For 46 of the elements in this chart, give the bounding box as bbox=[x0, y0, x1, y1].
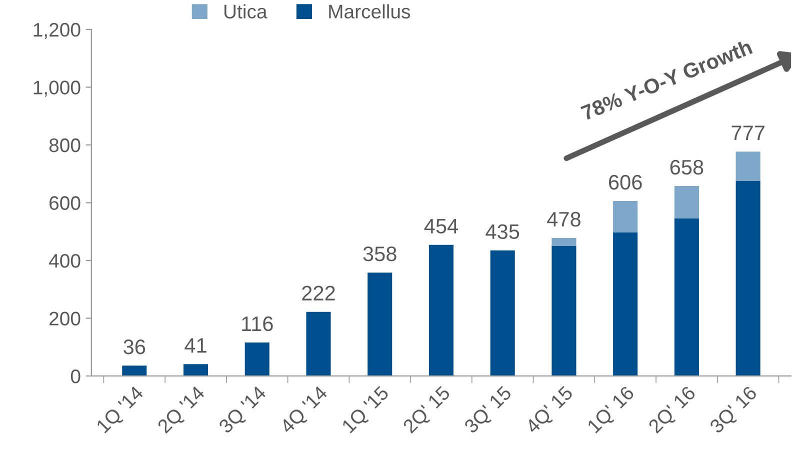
total-label: 454 bbox=[424, 219, 458, 234]
x-tick-label: 3Q' 15 bbox=[463, 385, 515, 436]
bar bbox=[122, 366, 147, 376]
total-label: 658 bbox=[670, 160, 704, 175]
x-tick-label: 4Q '14 bbox=[279, 385, 331, 437]
x-tick-label: 4Q' 15 bbox=[524, 385, 576, 437]
total-label: 358 bbox=[363, 246, 396, 262]
x-tick-label: 2Q '14 bbox=[156, 385, 208, 436]
bar bbox=[613, 232, 638, 376]
bar bbox=[552, 238, 576, 246]
y-tick-label: 1,200 bbox=[34, 22, 80, 39]
bar bbox=[306, 312, 331, 376]
bar bbox=[368, 272, 392, 376]
x-tick-label: 1Q '15 bbox=[341, 385, 392, 436]
bar bbox=[428, 244, 454, 376]
bar bbox=[674, 218, 699, 376]
total-label: 478 bbox=[547, 212, 580, 227]
x-tick-label: 3Q '14 bbox=[218, 385, 270, 436]
bar bbox=[490, 250, 515, 376]
y-tick-label: 400 bbox=[49, 254, 80, 268]
y-tick-label: 600 bbox=[50, 196, 80, 210]
total-label: 222 bbox=[302, 286, 335, 300]
bar bbox=[613, 200, 638, 232]
bar bbox=[552, 246, 576, 376]
total-label: 606 bbox=[609, 174, 642, 190]
y-tick-label: 1,000 bbox=[34, 80, 80, 97]
x-tick-label: 2Q' 16 bbox=[648, 385, 699, 436]
bar bbox=[736, 152, 760, 181]
y-tick-label: 0 bbox=[70, 369, 80, 384]
total-label: 116 bbox=[242, 316, 273, 332]
y-tick-label: 200 bbox=[50, 312, 80, 326]
bar bbox=[674, 186, 699, 218]
legend-label: Marcellus bbox=[329, 4, 410, 18]
bar bbox=[183, 364, 208, 376]
bar bbox=[244, 342, 270, 376]
x-tick-label: 2Q' 15 bbox=[402, 385, 454, 436]
total-label: 435 bbox=[486, 224, 520, 240]
bar bbox=[736, 180, 760, 376]
total-label: 777 bbox=[732, 126, 764, 140]
x-tick-label: 1Q' 16 bbox=[586, 385, 638, 436]
legend-label: Utica bbox=[224, 4, 268, 18]
total-label: 41 bbox=[184, 338, 206, 353]
x-tick-label: 3Q' 16 bbox=[708, 385, 760, 436]
y-tick-label: 800 bbox=[49, 138, 80, 152]
total-label: 36 bbox=[124, 340, 146, 354]
x-tick-label: 1Q '14 bbox=[96, 385, 147, 436]
